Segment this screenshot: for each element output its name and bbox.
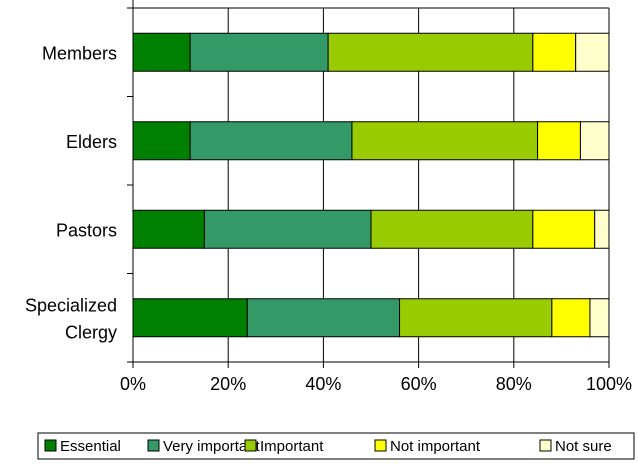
x-tick-label: 40% [305, 374, 341, 394]
bar-segment [589, 298, 610, 338]
category-label: Pastors [56, 220, 117, 240]
legend-swatch [147, 439, 160, 452]
bar-segment [132, 298, 248, 338]
legend-swatch [44, 439, 57, 452]
bar-segment [132, 121, 191, 161]
bar-segment [351, 121, 539, 161]
category-label: Specialized [25, 295, 117, 315]
bar-segment [594, 209, 610, 249]
legend [37, 432, 635, 460]
legend-label: Not sure [555, 438, 612, 455]
category-label: Elders [66, 132, 117, 152]
bar-segment [532, 32, 577, 72]
bar-segment [189, 32, 329, 72]
category-label: Members [42, 43, 117, 63]
bar-segment [246, 298, 401, 338]
legend-label: Essential [60, 438, 121, 455]
legend-label: Not important [390, 438, 481, 455]
x-tick-label: 100% [586, 374, 632, 394]
bar-segment [203, 209, 372, 249]
bar-segment [399, 298, 553, 338]
bar-segment [132, 209, 205, 249]
x-tick-label: 60% [401, 374, 437, 394]
legend-swatch [244, 439, 257, 452]
x-tick-label: 20% [210, 374, 246, 394]
category-label: Clergy [65, 322, 117, 342]
bar-segment [537, 121, 581, 161]
bar-segment [132, 32, 191, 72]
bar-segment [575, 32, 610, 72]
bar-segment [189, 121, 353, 161]
x-tick-label: 80% [496, 374, 532, 394]
bar-segment [327, 32, 534, 72]
x-tick-label: 0% [120, 374, 146, 394]
legend-label: Important [260, 438, 324, 455]
legend-swatch [374, 439, 387, 452]
bar-segment [370, 209, 534, 249]
bar-segment [551, 298, 591, 338]
bar-segment [579, 121, 610, 161]
legend-label: Very important [163, 438, 261, 455]
bar-segment [532, 209, 596, 249]
legend-swatch [539, 439, 552, 452]
